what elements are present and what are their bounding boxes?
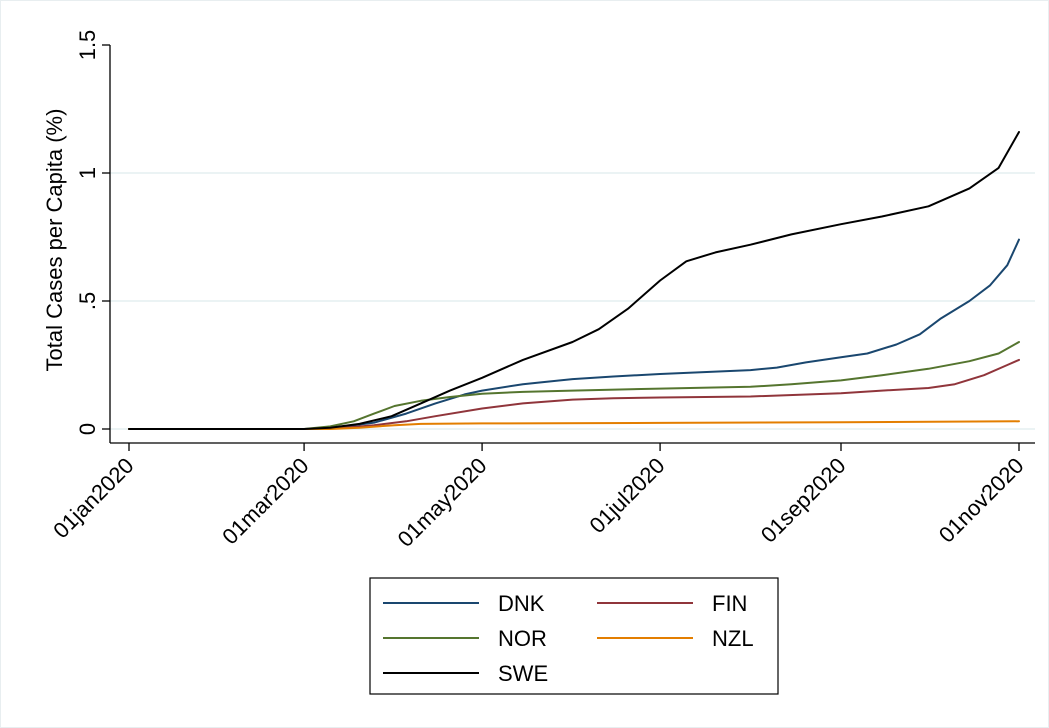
legend-item-dnk: DNK <box>383 591 545 616</box>
legend-items: DNK FIN NOR NZL SWE <box>383 591 754 686</box>
y-tick-label: 1.5 <box>75 30 100 61</box>
series-line-nor <box>128 341 1020 430</box>
legend-item-nzl: NZL <box>597 626 754 651</box>
series-line-nzl <box>128 420 1020 430</box>
series-line-swe <box>128 131 1020 430</box>
legend-label: NZL <box>712 626 754 651</box>
series-lines <box>128 131 1020 430</box>
legend-item-fin: FIN <box>597 591 747 616</box>
y-axis-title: Total Cases per Capita (%) <box>42 109 67 372</box>
legend-label: DNK <box>498 591 545 616</box>
y-tick-label: 1 <box>75 167 100 179</box>
y-tick-label: 0 <box>75 423 100 435</box>
y-axis-ticks: 0 .5 1 1.5 <box>75 30 110 435</box>
legend-box <box>369 577 779 695</box>
y-tick-label: .5 <box>75 292 100 310</box>
legend-label: NOR <box>498 626 547 651</box>
legend-label: SWE <box>498 661 548 686</box>
series-line-dnk <box>128 238 1020 430</box>
series-line-fin <box>128 358 1020 430</box>
axes <box>109 45 1035 444</box>
legend-item-swe: SWE <box>383 661 548 686</box>
legend-label: FIN <box>712 591 747 616</box>
legend: DNK FIN NOR NZL SWE <box>369 577 779 695</box>
legend-item-nor: NOR <box>383 626 547 651</box>
